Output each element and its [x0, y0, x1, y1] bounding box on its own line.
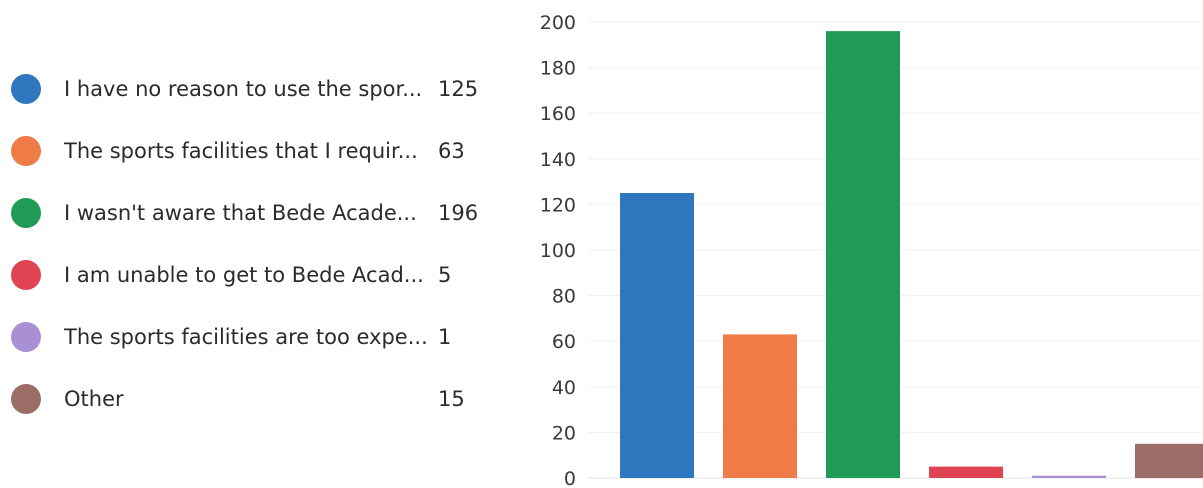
y-tick-label: 160: [540, 103, 576, 125]
legend-item: I have no reason to use the spor... 125: [0, 58, 500, 120]
y-tick-label: 60: [552, 331, 576, 353]
y-tick-label: 120: [540, 194, 576, 216]
legend-value: 1: [438, 325, 452, 349]
legend-label: I am unable to get to Bede Acad...: [64, 263, 424, 287]
y-tick-label: 40: [552, 377, 576, 399]
legend-value: 5: [438, 263, 452, 287]
y-tick-label: 100: [540, 240, 576, 262]
legend-swatch: [11, 198, 41, 228]
legend-item: The sports facilities that I requir... 63: [0, 120, 500, 182]
y-tick-label: 180: [540, 58, 576, 80]
chart-legend: I have no reason to use the spor... 125 Th…: [0, 58, 500, 430]
legend-swatch: [11, 322, 41, 352]
legend-value: 15: [438, 387, 465, 411]
legend-value: 63: [438, 139, 465, 163]
y-tick-label: 20: [552, 422, 576, 444]
legend-swatch: [11, 136, 41, 166]
legend-value: 125: [438, 77, 479, 101]
bar-chart-svg: 0 20 40 60 80 100 120 140 160 180 200: [540, 12, 1203, 488]
y-tick-label: 200: [540, 12, 576, 34]
legend-label: Other: [64, 387, 124, 411]
legend-label: I have no reason to use the spor...: [64, 77, 423, 101]
bar: [620, 193, 694, 478]
y-tick-label: 80: [552, 286, 576, 308]
legend-label: The sports facilities that I requir...: [64, 139, 418, 163]
bar: [1032, 475, 1106, 478]
y-tick-label: 0: [564, 468, 576, 488]
legend-swatch: [11, 74, 41, 104]
legend-value: 196: [438, 201, 479, 225]
bar: [723, 334, 797, 478]
bar: [826, 31, 900, 479]
legend-item: I wasn't aware that Bede Acade... 196: [0, 182, 500, 244]
legend-swatch: [11, 384, 41, 414]
legend-item: Other 15: [0, 368, 500, 430]
legend-item: I am unable to get to Bede Acad... 5: [0, 244, 500, 306]
bar: [929, 466, 1003, 478]
legend-swatch: [11, 260, 41, 290]
bar-chart: 0 20 40 60 80 100 120 140 160 180 200: [520, 0, 1203, 488]
legend-label: The sports facilities are too expe...: [64, 325, 428, 349]
y-tick-label: 140: [540, 149, 576, 171]
bar: [1135, 443, 1203, 478]
legend-item: The sports facilities are too expe... 1: [0, 306, 500, 368]
legend-label: I wasn't aware that Bede Acade...: [64, 201, 417, 225]
